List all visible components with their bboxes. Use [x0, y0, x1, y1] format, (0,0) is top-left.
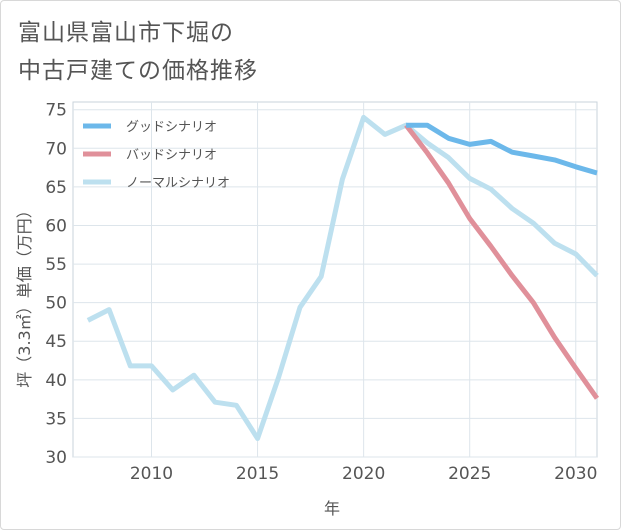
y-tick-label: 50 [45, 294, 67, 314]
x-tick-label: 2020 [342, 464, 385, 484]
y-tick-label: 70 [45, 139, 67, 159]
legend-label-3: ノーマルシナリオ [126, 176, 230, 191]
series-line-1 [406, 122, 598, 176]
x-tick-label: 2010 [130, 464, 173, 484]
chart-title: 富山県富山市下堀の 中古戸建ての価格推移 [18, 14, 258, 90]
legend-label-1: グッドシナリオ [126, 120, 217, 135]
y-tick-label: 30 [45, 448, 67, 468]
legend-label-2: バッドシナリオ [126, 148, 217, 163]
chart-title-line-2: 中古戸建ての価格推移 [18, 58, 258, 84]
grid [72, 101, 598, 458]
y-tick-label: 75 [45, 101, 67, 121]
x-axis-title: 年 [324, 499, 340, 518]
x-tick-label: 2025 [448, 464, 491, 484]
y-tick-label: 40 [45, 371, 67, 391]
y-axis-title: 坪（3.3㎡）単価（万円） [15, 202, 34, 387]
y-tick-label: 60 [45, 216, 67, 236]
x-tick-label: 2030 [554, 464, 597, 484]
chart-title-line-1: 富山県富山市下堀の [18, 20, 234, 46]
y-tick-label: 55 [45, 255, 67, 275]
y-tick-label: 65 [45, 178, 67, 198]
x-tick-label: 2015 [236, 464, 279, 484]
series-line-2 [404, 123, 600, 400]
y-tick-label: 45 [45, 332, 67, 352]
series-lines [86, 114, 600, 441]
series-line-3 [86, 114, 599, 441]
tick-labels: 30 35 40 45 50 55 60 65 70 75 2010 2015 2020 2025 2030 [45, 101, 597, 484]
y-tick-label: 35 [45, 409, 67, 429]
